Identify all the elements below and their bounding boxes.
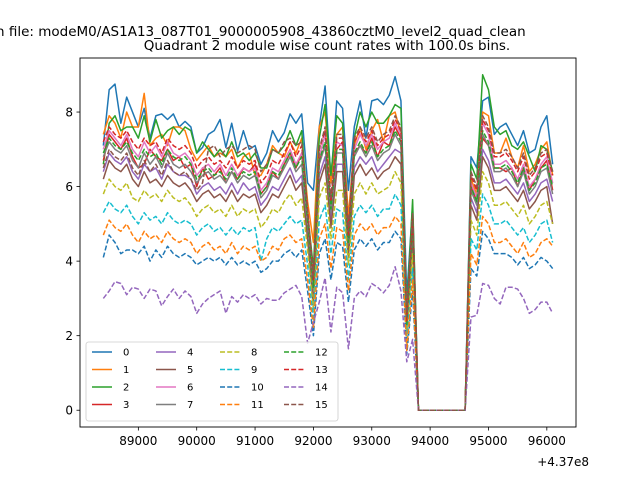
legend-label-9: 9 xyxy=(251,365,257,376)
x-tick-label: 93000 xyxy=(353,434,391,448)
series-line-12 xyxy=(102,129,554,411)
y-axis: 0 2 4 6 8 xyxy=(65,105,80,418)
axes-frame xyxy=(79,57,577,428)
legend-label-4: 4 xyxy=(187,348,193,359)
legend-label-6: 6 xyxy=(187,383,193,394)
x-tick-label: 89000 xyxy=(119,434,157,448)
x-offset-label: +4.37e8 xyxy=(537,455,589,469)
x-tick-label: 95000 xyxy=(469,434,507,448)
legend-label-3: 3 xyxy=(123,400,129,411)
figure-suptitle: n file: modeM0/AS1A13_087T01_9000005908_… xyxy=(0,24,526,40)
legend-label-11: 11 xyxy=(251,400,264,411)
legend-label-2: 2 xyxy=(123,383,129,394)
legend-label-14: 14 xyxy=(315,383,328,394)
legend-label-0: 0 xyxy=(123,348,129,359)
y-tick-label: 6 xyxy=(65,180,73,194)
series-line-8 xyxy=(102,170,554,411)
series-line-5 xyxy=(102,156,554,411)
legend-label-10: 10 xyxy=(251,383,264,394)
legend-label-1: 1 xyxy=(123,365,129,376)
series-line-2 xyxy=(102,74,554,411)
x-tick-label: 96000 xyxy=(528,434,566,448)
legend-frame xyxy=(85,341,339,422)
x-tick-label: 90000 xyxy=(178,434,216,448)
series-line-15 xyxy=(102,115,554,411)
y-tick-label: 8 xyxy=(65,105,73,119)
x-axis: 89000 90000 91000 92000 93000 94000 95000 96000 xyxy=(119,427,566,448)
series-line-14 xyxy=(102,265,554,411)
chart-title: Quadrant 2 module wise count rates with … xyxy=(144,38,510,54)
y-tick-label: 4 xyxy=(65,254,73,268)
series-line-9 xyxy=(102,193,554,411)
legend-label-12: 12 xyxy=(315,348,328,359)
legend-label-7: 7 xyxy=(187,400,193,411)
y-tick-label: 0 xyxy=(65,404,73,418)
legend-label-15: 15 xyxy=(315,400,328,411)
y-tick-label: 2 xyxy=(65,329,73,343)
series-line-10 xyxy=(102,230,554,411)
x-tick-label: 91000 xyxy=(236,434,274,448)
legend-label-13: 13 xyxy=(315,365,328,376)
x-tick-label: 94000 xyxy=(411,434,449,448)
legend-label-5: 5 xyxy=(187,365,193,376)
x-tick-label: 92000 xyxy=(294,434,332,448)
series-layer xyxy=(102,74,554,411)
legend-label-8: 8 xyxy=(251,348,257,359)
series-line-11 xyxy=(102,215,554,411)
